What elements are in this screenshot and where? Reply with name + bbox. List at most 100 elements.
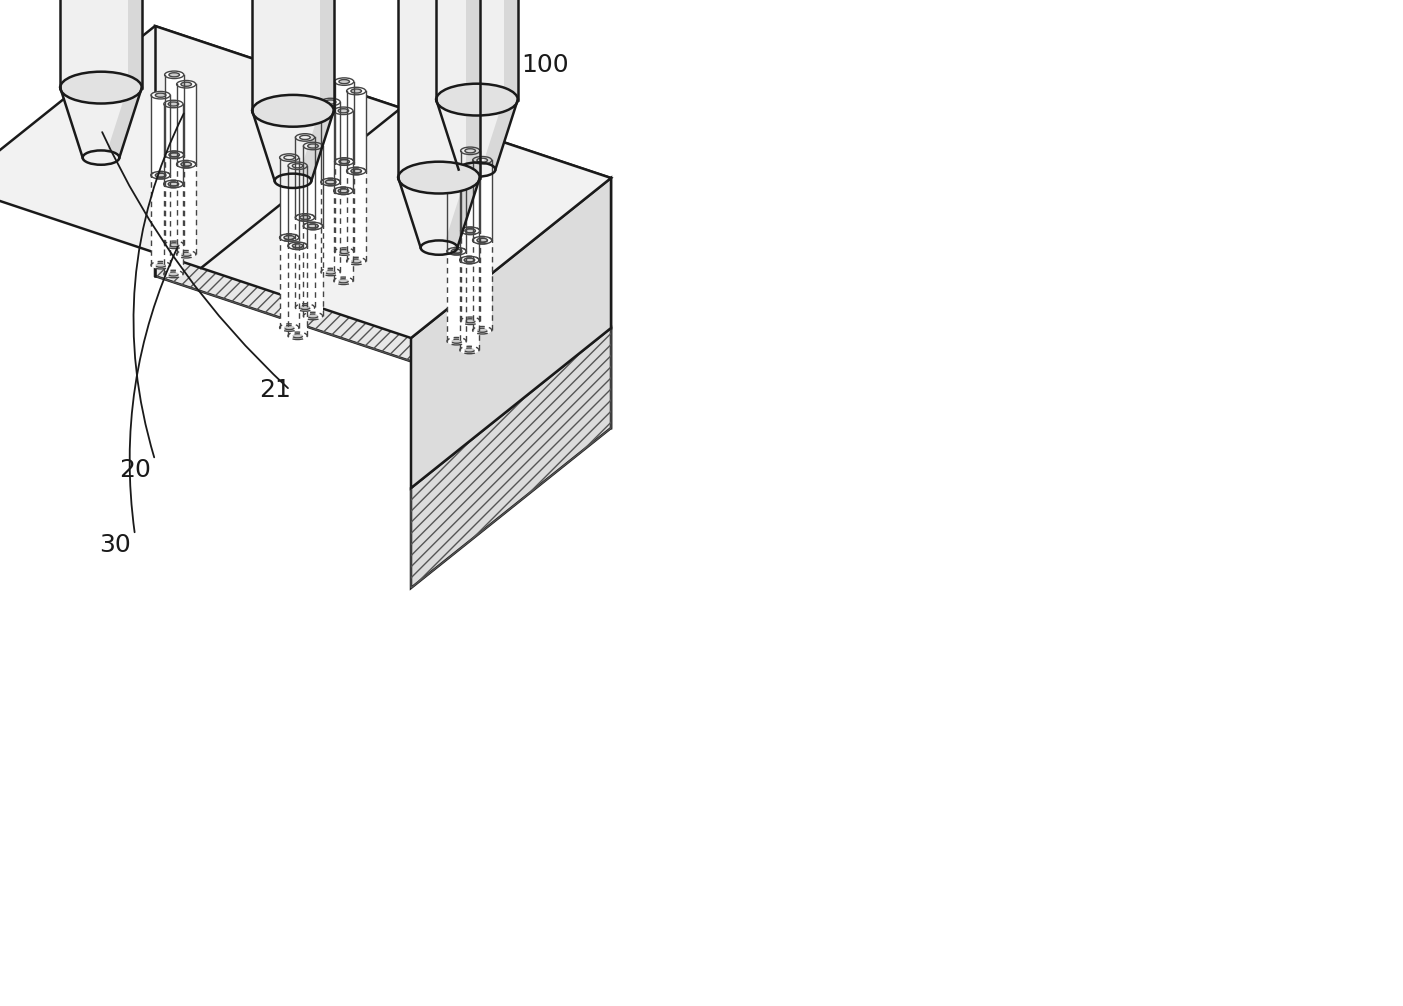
Ellipse shape — [296, 213, 314, 221]
Ellipse shape — [321, 269, 340, 276]
Polygon shape — [154, 26, 610, 328]
Polygon shape — [128, 0, 142, 88]
Ellipse shape — [164, 101, 182, 108]
Polygon shape — [398, 178, 480, 247]
Ellipse shape — [334, 158, 354, 165]
Ellipse shape — [464, 149, 476, 153]
Ellipse shape — [300, 306, 310, 310]
Ellipse shape — [279, 324, 299, 331]
Ellipse shape — [279, 233, 299, 241]
Polygon shape — [321, 102, 340, 182]
Ellipse shape — [181, 162, 191, 166]
Ellipse shape — [460, 317, 480, 325]
Polygon shape — [460, 260, 478, 350]
Ellipse shape — [338, 279, 349, 283]
Polygon shape — [177, 164, 196, 255]
Ellipse shape — [436, 83, 518, 116]
Ellipse shape — [152, 171, 170, 179]
Ellipse shape — [334, 107, 354, 115]
Ellipse shape — [464, 348, 474, 352]
Ellipse shape — [181, 253, 191, 257]
Ellipse shape — [473, 327, 492, 334]
Ellipse shape — [460, 346, 478, 354]
Ellipse shape — [283, 235, 295, 239]
Polygon shape — [473, 240, 492, 330]
Ellipse shape — [303, 142, 323, 150]
Polygon shape — [154, 176, 610, 428]
Ellipse shape — [473, 157, 492, 164]
Ellipse shape — [347, 88, 366, 95]
Ellipse shape — [334, 187, 354, 194]
Polygon shape — [448, 252, 466, 341]
Ellipse shape — [307, 144, 318, 148]
Polygon shape — [436, 100, 518, 170]
Text: 21: 21 — [260, 378, 290, 402]
Ellipse shape — [340, 249, 349, 254]
Ellipse shape — [421, 240, 457, 255]
Ellipse shape — [156, 264, 166, 268]
Ellipse shape — [307, 224, 318, 228]
Ellipse shape — [464, 228, 476, 232]
Polygon shape — [253, 111, 334, 181]
Ellipse shape — [452, 169, 462, 173]
Ellipse shape — [177, 161, 196, 168]
Ellipse shape — [279, 154, 299, 161]
Ellipse shape — [460, 176, 478, 184]
Ellipse shape — [168, 182, 178, 186]
Ellipse shape — [156, 173, 166, 177]
Ellipse shape — [275, 174, 311, 188]
Ellipse shape — [292, 334, 303, 338]
Polygon shape — [60, 88, 142, 158]
Ellipse shape — [325, 180, 335, 184]
Polygon shape — [334, 162, 354, 252]
Ellipse shape — [279, 233, 299, 241]
Polygon shape — [164, 104, 182, 184]
Ellipse shape — [334, 77, 354, 86]
Ellipse shape — [464, 228, 476, 232]
Polygon shape — [347, 171, 366, 261]
Ellipse shape — [300, 215, 310, 219]
Ellipse shape — [253, 95, 334, 127]
Text: 20: 20 — [119, 458, 152, 482]
Ellipse shape — [459, 162, 495, 177]
Ellipse shape — [338, 189, 349, 193]
Ellipse shape — [448, 247, 466, 255]
Ellipse shape — [292, 243, 303, 247]
Polygon shape — [448, 171, 466, 252]
Ellipse shape — [477, 158, 487, 162]
Polygon shape — [411, 328, 610, 588]
Ellipse shape — [288, 332, 307, 340]
Ellipse shape — [351, 259, 362, 264]
Polygon shape — [481, 100, 518, 170]
Ellipse shape — [296, 213, 314, 221]
Ellipse shape — [448, 247, 466, 255]
Polygon shape — [279, 158, 299, 237]
Ellipse shape — [181, 82, 191, 87]
Polygon shape — [296, 138, 314, 217]
Text: 30: 30 — [100, 533, 130, 557]
Text: 100: 100 — [521, 53, 568, 77]
Ellipse shape — [338, 189, 349, 193]
Ellipse shape — [164, 180, 182, 188]
Ellipse shape — [283, 326, 295, 330]
Polygon shape — [164, 74, 184, 155]
Polygon shape — [460, 151, 480, 230]
Ellipse shape — [300, 136, 310, 140]
Ellipse shape — [334, 277, 354, 285]
Polygon shape — [504, 0, 518, 100]
Ellipse shape — [152, 262, 170, 269]
Ellipse shape — [181, 162, 191, 166]
Ellipse shape — [296, 304, 314, 311]
Ellipse shape — [452, 249, 462, 254]
Ellipse shape — [168, 72, 180, 76]
Ellipse shape — [334, 187, 354, 194]
Ellipse shape — [325, 270, 335, 274]
Ellipse shape — [303, 222, 323, 229]
Ellipse shape — [60, 71, 142, 104]
Polygon shape — [411, 178, 610, 488]
Ellipse shape — [334, 247, 354, 256]
Ellipse shape — [351, 89, 362, 94]
Polygon shape — [152, 175, 170, 266]
Polygon shape — [398, 0, 480, 178]
Ellipse shape — [460, 257, 478, 264]
